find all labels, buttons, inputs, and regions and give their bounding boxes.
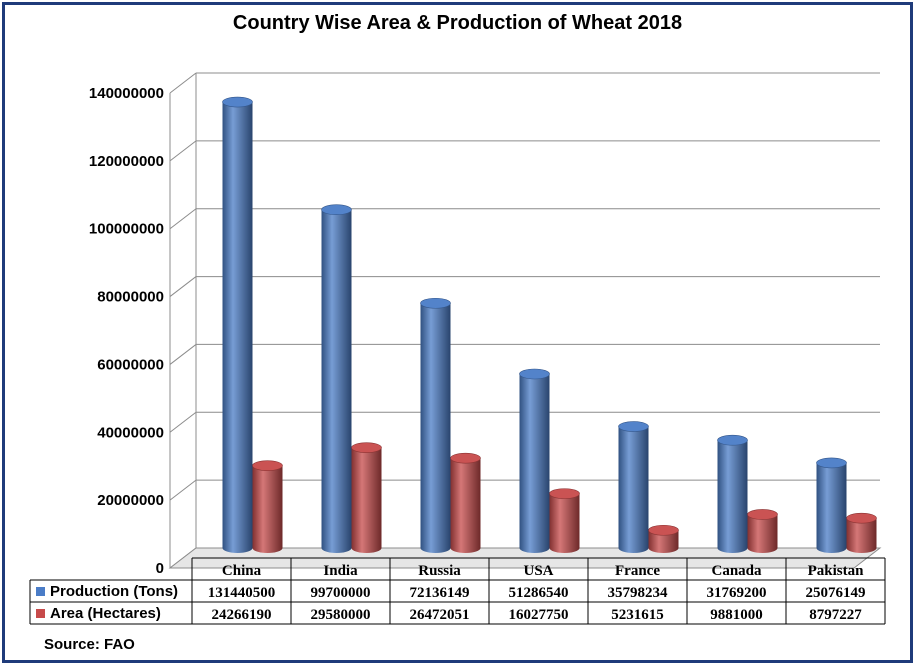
y-tick-label: 60000000: [97, 356, 164, 373]
bar-top: [420, 297, 451, 309]
bar-top: [846, 512, 877, 524]
side-gridline: [169, 411, 197, 433]
category-label: Canada: [711, 563, 762, 579]
bar-body: [816, 462, 847, 553]
data-label: 25076149: [806, 585, 866, 601]
bar-area-russia: [450, 452, 481, 553]
bar-area-canada: [747, 509, 778, 553]
bar-top: [549, 488, 580, 499]
side-gridline: [169, 208, 197, 230]
bar-body: [648, 530, 679, 553]
bar-area-china: [252, 460, 283, 553]
legend-entry: Area (Hectares): [50, 605, 161, 622]
side-gridline: [169, 276, 197, 297]
data-label: 8797227: [809, 607, 862, 623]
y-tick-label: 40000000: [97, 424, 164, 441]
bar-top: [717, 434, 748, 446]
category-label: France: [615, 563, 660, 579]
legend-entry: Production (Tons): [50, 583, 178, 600]
data-label: 16027750: [509, 607, 569, 623]
data-label: 26472051: [410, 607, 470, 623]
bar-top: [747, 509, 778, 520]
bar-production-china: [222, 96, 253, 553]
bar-body: [351, 447, 382, 553]
data-label: 31769200: [707, 585, 767, 601]
legend-swatch: [36, 609, 45, 618]
bar-production-russia: [420, 297, 451, 553]
bar-area-pakistan: [846, 512, 877, 553]
bar-production-france: [618, 421, 649, 553]
data-label: 131440500: [208, 585, 276, 601]
data-label: 29580000: [311, 607, 371, 623]
bar-production-india: [321, 204, 352, 553]
source-note: Source: FAO: [44, 636, 135, 653]
bar-body: [717, 440, 748, 553]
side-gridline: [169, 140, 197, 162]
data-label: 9881000: [710, 607, 763, 623]
y-tick-label: 20000000: [97, 492, 164, 509]
data-label: 24266190: [212, 607, 272, 623]
bar-body: [519, 373, 550, 553]
data-label: 5231615: [611, 607, 664, 623]
category-label: Russia: [418, 563, 461, 579]
data-label: 35798234: [608, 585, 669, 601]
bar-top: [252, 460, 283, 471]
y-tick-label: 100000000: [89, 221, 164, 238]
bar-top: [816, 457, 847, 469]
bar-top: [321, 204, 352, 216]
category-label: Pakistan: [808, 563, 865, 579]
y-tick-label: 0: [156, 560, 164, 577]
bar-production-canada: [717, 434, 748, 553]
bar-area-usa: [549, 488, 580, 553]
side-gridline: [169, 72, 197, 94]
bar-body: [450, 458, 481, 553]
bar-top: [222, 96, 253, 108]
bar-top: [519, 368, 550, 380]
bar-top: [450, 452, 481, 464]
category-label: China: [222, 563, 262, 579]
bar-body: [252, 465, 283, 553]
data-label: 51286540: [509, 585, 569, 601]
category-label: USA: [523, 563, 553, 579]
legend-swatch: [36, 587, 45, 596]
bar-production-usa: [519, 368, 550, 553]
bar-body: [420, 303, 451, 553]
chart-title: Country Wise Area & Production of Wheat …: [232, 12, 683, 34]
side-gridline: [169, 479, 197, 501]
bar-body: [618, 426, 649, 553]
bar-top: [648, 524, 679, 536]
data-label: 72136149: [410, 585, 470, 601]
bar-area-france: [648, 524, 679, 553]
y-tick-label: 140000000: [89, 85, 164, 102]
side-gridline: [169, 344, 197, 365]
bar-top: [351, 442, 382, 453]
bar-body: [222, 102, 253, 553]
bar-top: [618, 421, 649, 432]
bar-body: [846, 518, 877, 553]
y-tick-label: 80000000: [97, 289, 164, 306]
bar-body: [747, 514, 778, 553]
bar-area-india: [351, 442, 382, 553]
data-label: 99700000: [311, 585, 371, 601]
category-label: India: [323, 563, 358, 579]
bar-body: [321, 209, 352, 553]
bar-production-pakistan: [816, 457, 847, 553]
bar-body: [549, 493, 580, 553]
y-tick-label: 120000000: [89, 153, 164, 170]
